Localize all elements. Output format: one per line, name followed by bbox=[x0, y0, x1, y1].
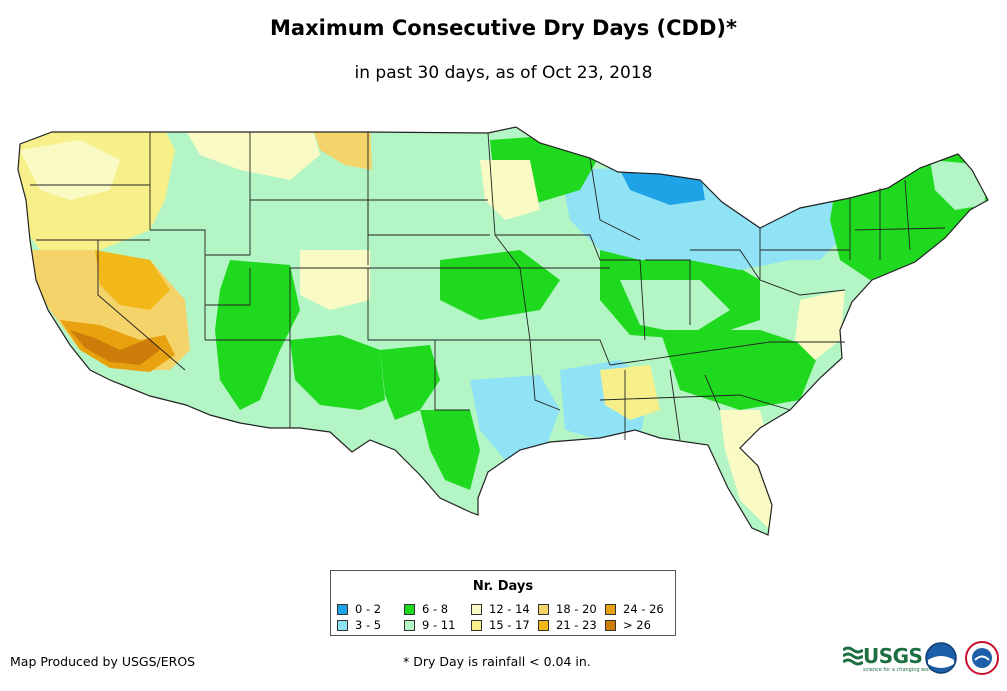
region-12-14-dakotas bbox=[480, 160, 540, 220]
legend-label: > 26 bbox=[623, 618, 651, 632]
cdd-map bbox=[0, 110, 1007, 550]
region-over-26-socal bbox=[70, 330, 160, 365]
legend-item: > 26 bbox=[605, 618, 651, 632]
legend-item: 18 - 20 bbox=[538, 602, 597, 616]
legend-swatch bbox=[404, 619, 415, 631]
legend-swatch bbox=[471, 603, 482, 615]
legend-item: 6 - 8 bbox=[404, 602, 448, 616]
region-6-8-utah-az bbox=[215, 260, 300, 410]
region-21-23-nevada bbox=[95, 250, 170, 310]
legend-item: 9 - 11 bbox=[404, 618, 455, 632]
state-boundaries bbox=[17, 126, 989, 536]
region-6-8-panhandle bbox=[380, 345, 440, 420]
legend-item: 24 - 26 bbox=[605, 602, 664, 616]
nws-logo-icon bbox=[965, 641, 999, 675]
map-subtitle: in past 30 days, as of Oct 23, 2018 bbox=[354, 63, 653, 83]
legend-item: 3 - 5 bbox=[337, 618, 381, 632]
legend-item: 15 - 17 bbox=[471, 618, 530, 632]
dry-day-footnote: * Dry Day is rainfall < 0.04 in. bbox=[403, 654, 591, 669]
region-15-17-mississippi bbox=[600, 365, 660, 420]
legend-label: 6 - 8 bbox=[422, 602, 449, 616]
legend-item: 0 - 2 bbox=[337, 602, 381, 616]
legend-item: 21 - 23 bbox=[538, 618, 597, 632]
region-9-11-kentucky bbox=[620, 280, 730, 335]
legend-swatch bbox=[538, 603, 549, 615]
legend-swatch bbox=[337, 603, 348, 615]
region-6-8-kansas bbox=[440, 250, 560, 320]
legend-item: 12 - 14 bbox=[471, 602, 530, 616]
legend-label: 0 - 2 bbox=[355, 602, 382, 616]
legend-label: 24 - 26 bbox=[623, 602, 664, 616]
legend-swatch bbox=[605, 619, 616, 631]
map-title: Maximum Consecutive Dry Days (CDD)* bbox=[270, 16, 737, 40]
usgs-tagline: science for a changing world bbox=[863, 667, 935, 673]
legend-label: 21 - 23 bbox=[556, 618, 597, 632]
agency-logos: USGS science for a changing world bbox=[843, 640, 1003, 680]
legend-label: 12 - 14 bbox=[489, 602, 530, 616]
legend-label: 9 - 11 bbox=[422, 618, 456, 632]
map-credit: Map Produced by USGS/EROS bbox=[10, 654, 196, 669]
usgs-logo-text: USGS bbox=[863, 644, 923, 668]
legend-swatch bbox=[404, 603, 415, 615]
region-12-14-virginia bbox=[795, 290, 845, 360]
legend-swatch bbox=[538, 619, 549, 631]
legend-label: 15 - 17 bbox=[489, 618, 530, 632]
noaa-logo-icon bbox=[925, 642, 957, 674]
legend-label: 18 - 20 bbox=[556, 602, 597, 616]
legend-swatch bbox=[471, 619, 482, 631]
legend-swatch bbox=[605, 603, 616, 615]
legend-label: 3 - 5 bbox=[355, 618, 382, 632]
usgs-wave-icon bbox=[843, 646, 863, 666]
legend-title: Nr. Days bbox=[472, 579, 534, 594]
region-6-8-new-mexico bbox=[290, 335, 385, 410]
region-9-11-maine bbox=[930, 160, 985, 210]
legend: Nr. Days 0 - 2 3 - 5 6 - 8 9 - 11 12 - 14 15 … bbox=[330, 570, 676, 636]
region-12-14-colorado bbox=[300, 250, 370, 310]
legend-swatch bbox=[337, 619, 348, 631]
region-6-8-south-texas bbox=[420, 410, 480, 490]
region-6-8-carolinas bbox=[660, 330, 820, 410]
region-3-5-texas bbox=[470, 375, 560, 460]
